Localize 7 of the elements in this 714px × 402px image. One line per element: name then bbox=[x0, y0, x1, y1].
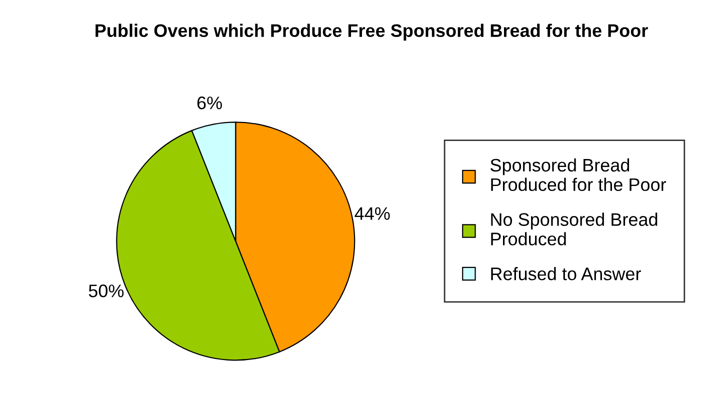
data-label: 44% bbox=[354, 207, 390, 220]
legend-label: Refused to Answer bbox=[491, 267, 641, 280]
legend-label: Sponsored Bread Produced for the Poor bbox=[490, 158, 666, 192]
legend-label: No Sponsored Bread Produced bbox=[491, 212, 658, 246]
data-label: 6% bbox=[197, 96, 222, 110]
chart-title: Public Ovens which Produce Free Sponsored Bread for the Poor bbox=[96, 24, 648, 41]
data-label: 50% bbox=[88, 284, 124, 298]
